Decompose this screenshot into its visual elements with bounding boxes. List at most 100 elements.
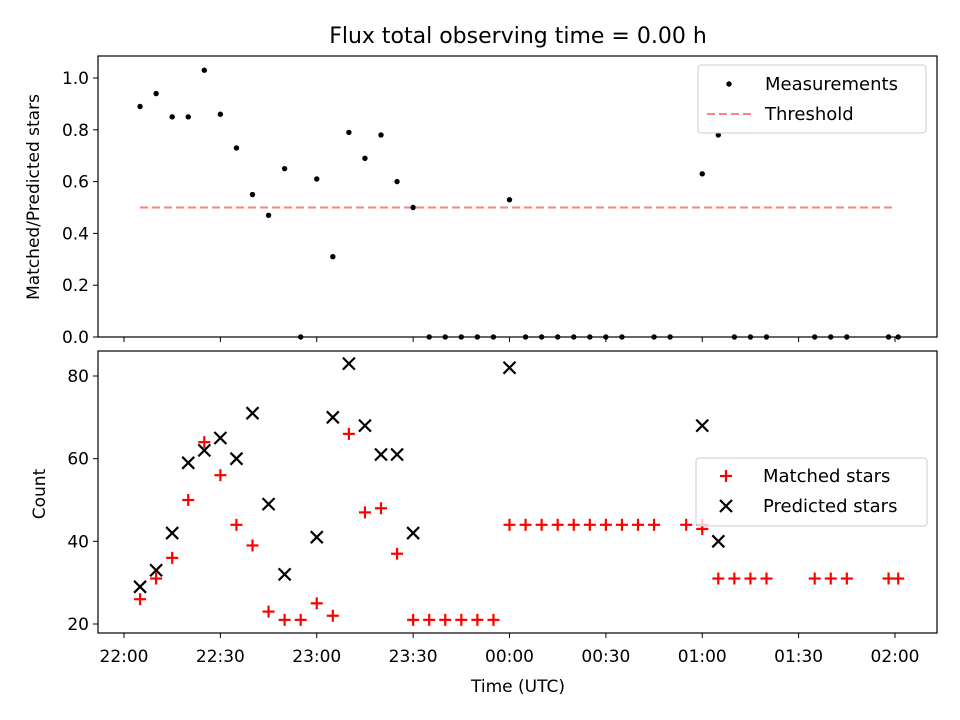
ratio-y-tick-label: 1.0 [62,69,89,89]
count-y-tick-label: 80 [67,367,89,387]
matched-star-point [326,609,339,622]
measurement-point [394,178,400,185]
matched-star-point [583,518,596,531]
matched-star-point [824,572,837,585]
matched-star-point [407,613,420,626]
x-tick-label: 02:00 [871,647,920,667]
matched-star-point [375,502,387,515]
measurement-point [314,176,320,182]
legend-threshold-label: Threshold [764,104,854,125]
matched-star-point [471,613,484,626]
matched-star-point [503,518,516,531]
measurement-point [506,197,513,203]
legend-predicted-marker [719,499,733,513]
predicted-star-point [133,580,147,594]
matched-star-point [391,547,404,560]
measurement-point [217,111,224,117]
measurement-point [378,132,384,138]
x-tick-label: 00:00 [485,647,534,667]
matched-star-point [760,572,773,585]
matched-star-point [455,613,468,626]
ratio-y-tick-label: 0.6 [62,173,89,193]
predicted-star-point [711,534,726,549]
predicted-star-point [390,447,404,462]
matched-star-point [214,469,227,482]
matched-star-point [342,427,355,440]
matched-star-point [728,572,741,585]
predicted-star-point [406,526,420,540]
predicted-star-point [502,360,517,375]
legend-predicted-label: Predicted stars [763,496,897,517]
measurement-point [153,90,159,97]
matched-star-point [262,605,275,618]
matched-star-point [615,518,628,531]
matched-star-point [487,613,500,626]
predicted-star-point [309,530,324,544]
matched-star-point [198,436,211,449]
predicted-star-point [245,406,260,420]
matched-star-point [567,518,580,531]
matched-star-point [519,518,532,531]
matched-star-point [294,613,307,626]
measurement-point [185,114,191,120]
count-y-tick-label: 20 [67,615,89,635]
predicted-star-point [326,410,340,425]
count-y-axis-label: Count [30,468,50,519]
legend-matched-marker [720,470,732,482]
predicted-star-point [229,451,244,466]
matched-star-point [439,613,452,626]
measurement-point [362,155,368,161]
measurement-point [699,171,705,177]
measurement-point [137,103,143,110]
matched-star-point [358,506,371,519]
x-tick-label: 23:00 [292,647,341,667]
matched-star-point [551,518,564,531]
x-tick-label: 23:30 [389,647,438,667]
matched-star-point [150,572,163,585]
ratio-panel: 0.0 0.2 0.4 0.6 0.8 1.0 Matched/Predicted sta… [24,55,938,348]
measurement-point [201,67,208,73]
matched-star-point [230,518,243,531]
legend-matched-label: Matched stars [763,466,890,487]
predicted-star-point [695,418,710,433]
matched-star-point [182,494,195,506]
x-tick-label: 01:30 [774,647,823,667]
ratio-y-axis-label: Matched/Predicted stars [24,94,44,300]
predicted-star-point [342,356,356,371]
measurement-point [233,145,240,151]
predicted-star-point [374,447,388,462]
count-y-tick-label: 60 [67,450,89,470]
count-panel: 20 40 60 80 22:00 22:30 23:00 23:30 00:00 00:30 0… [30,350,938,697]
matched-star-point [246,539,259,552]
predicted-star-point [261,497,276,511]
matched-star-point [423,613,436,626]
measurement-point [249,191,256,198]
ratio-plot-frame [97,55,938,338]
matched-star-point [680,518,693,531]
ratio-legend: Measurements Threshold [697,64,927,134]
ratio-y-tick-label: 0.4 [62,224,89,244]
measurement-point [410,204,416,211]
measurement-point [169,114,175,120]
ratio-y-tick-label: 0.2 [62,276,89,296]
legend-measurements-marker [726,81,732,87]
count-legend: Matched stars Predicted stars [695,457,928,527]
predicted-star-point [213,431,228,445]
matched-star-point [632,518,644,531]
matched-star-point [134,593,147,606]
predicted-star-point [181,456,196,470]
predicted-star-point [149,563,163,578]
predicted-star-point [277,567,292,582]
matched-star-point [808,572,821,585]
ratio-y-tick-label: 0.8 [62,121,89,141]
count-y-tick-label: 40 [67,532,89,552]
matched-star-point [166,551,179,564]
matched-star-point [278,613,291,626]
matched-star-point [840,572,853,585]
x-tick-label: 22:00 [100,647,149,667]
measurement-point [265,212,272,218]
measurement-point [715,132,722,138]
matched-star-point [892,572,905,585]
x-tick-label: 00:30 [581,647,630,667]
count-plot-frame [97,350,938,634]
